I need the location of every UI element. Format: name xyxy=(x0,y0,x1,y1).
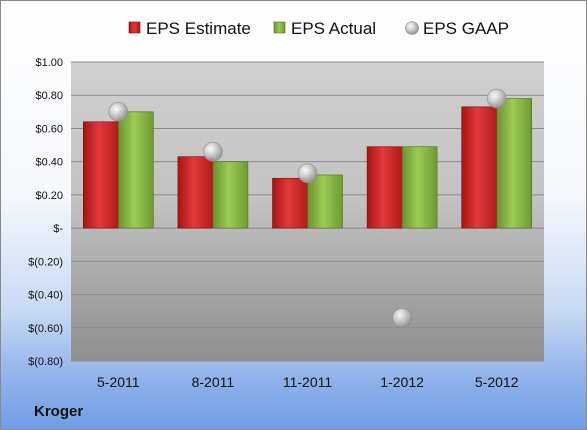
marker-eps-gaap xyxy=(297,163,318,184)
x-tick-label: 5-2011 xyxy=(97,374,140,390)
marker-eps-gaap xyxy=(203,141,223,162)
legend-swatch xyxy=(273,21,286,34)
legend-label: EPS Estimate xyxy=(146,19,251,38)
bar-eps-actual xyxy=(212,161,249,229)
x-tick-label: 11-2011 xyxy=(283,374,333,390)
legend-label: EPS Actual xyxy=(291,19,376,38)
bar-eps-estimate xyxy=(83,121,119,229)
marker-eps-gaap xyxy=(108,102,129,122)
y-tick-label: $0.60 xyxy=(35,123,63,135)
legend-swatch xyxy=(405,21,419,35)
x-tick-label: 1-2012 xyxy=(380,374,424,390)
gaap-markers xyxy=(108,88,507,328)
legend-swatch xyxy=(128,21,141,34)
y-axis-ticks: $1.00 $0.80 $0.60 $0.40 $0.20 $- $(0.20) $(0.40… xyxy=(28,57,63,368)
bar-eps-actual xyxy=(401,146,438,229)
marker-eps-gaap xyxy=(486,88,507,109)
bars xyxy=(83,98,533,229)
bar-eps-estimate xyxy=(366,146,403,229)
company-name: Kroger xyxy=(34,403,84,420)
legend: EPS Estimate EPS Actual EPS GAAP xyxy=(128,19,509,38)
x-tick-label: 5-2012 xyxy=(475,374,519,390)
y-tick-label: $(0.20) xyxy=(28,256,63,268)
y-tick-label: $0.80 xyxy=(35,90,63,102)
y-tick-label: $- xyxy=(53,223,63,235)
bar-eps-estimate xyxy=(272,177,308,229)
x-axis-ticks: 5-2011 8-2011 11-2011 1-2012 5-2012 xyxy=(97,374,519,390)
y-tick-label: $0.40 xyxy=(35,157,63,169)
marker-eps-gaap xyxy=(392,308,412,328)
bar-eps-actual xyxy=(307,174,343,229)
bar-eps-actual xyxy=(496,98,533,229)
bar-eps-estimate xyxy=(177,156,214,229)
y-tick-label: $(0.60) xyxy=(28,323,63,335)
y-tick-label: $0.20 xyxy=(35,190,63,202)
y-tick-label: $(0.80) xyxy=(28,356,63,368)
x-tick-label: 8-2011 xyxy=(192,374,235,390)
legend-label: EPS GAAP xyxy=(423,19,509,38)
y-tick-label: $(0.40) xyxy=(28,290,63,302)
bar-eps-estimate xyxy=(461,106,498,229)
bar-eps-actual xyxy=(118,111,154,229)
y-tick-label: $1.00 xyxy=(35,57,63,69)
